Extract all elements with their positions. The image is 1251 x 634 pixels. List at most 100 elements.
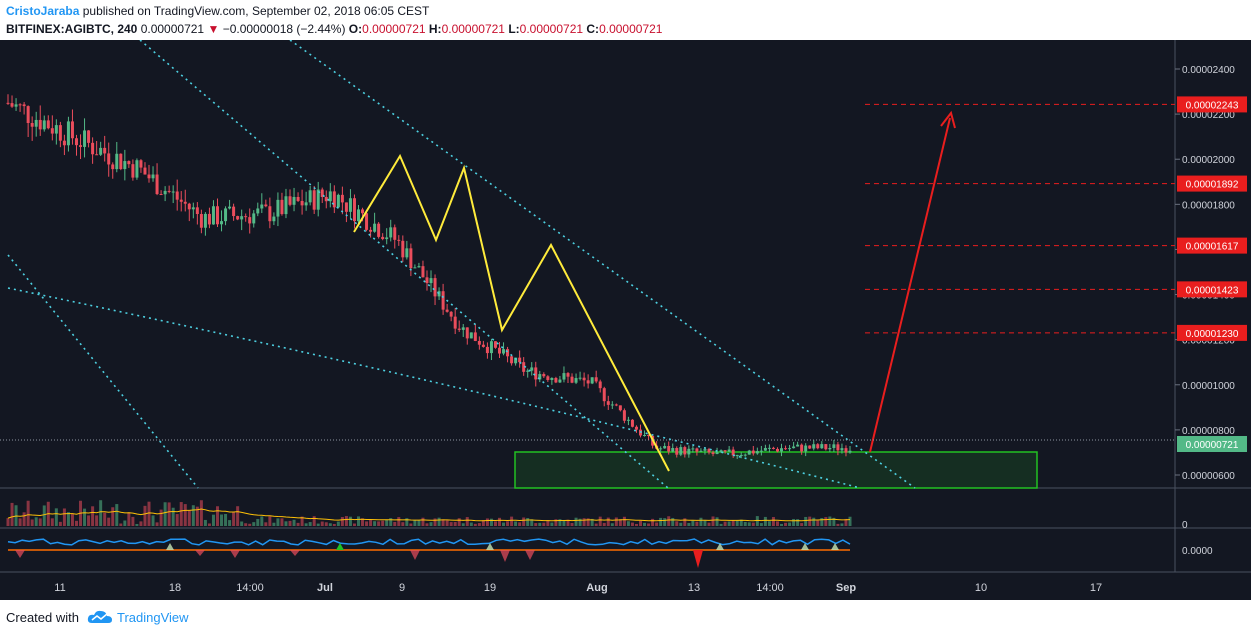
candle-body bbox=[260, 204, 264, 209]
candle-body bbox=[683, 447, 687, 455]
indicator-peak bbox=[716, 543, 724, 550]
volume-bar bbox=[103, 512, 107, 526]
candle-body bbox=[268, 206, 272, 222]
volume-bar bbox=[441, 519, 445, 526]
candle-body bbox=[103, 147, 107, 154]
tradingview-cloud-icon[interactable] bbox=[87, 608, 113, 626]
volume-bar bbox=[445, 520, 449, 526]
candle-body bbox=[252, 213, 256, 224]
volume-bar bbox=[175, 514, 179, 526]
volume-bar bbox=[248, 523, 252, 526]
candle-body bbox=[30, 123, 34, 127]
candle-body bbox=[840, 448, 844, 451]
target-level-label: 0.00001423 bbox=[1186, 285, 1239, 296]
volume-bar bbox=[74, 520, 78, 526]
candle-body bbox=[679, 447, 683, 455]
candle-body bbox=[582, 377, 586, 381]
candle-body bbox=[312, 190, 316, 210]
volume-bar bbox=[433, 518, 437, 526]
candle-body bbox=[735, 455, 739, 457]
candle-body bbox=[74, 138, 78, 146]
candle-body bbox=[788, 448, 792, 450]
projection-arrow-shaft bbox=[869, 117, 951, 453]
candle-body bbox=[328, 191, 332, 202]
price-tick-label: 0.00002400 bbox=[1182, 65, 1235, 76]
target-level-label-bg bbox=[1177, 175, 1247, 192]
candle-body bbox=[602, 388, 606, 402]
volume-moving-average bbox=[7, 508, 851, 522]
low-label: L: bbox=[508, 22, 520, 36]
volume-bar bbox=[683, 518, 687, 526]
candle-body bbox=[361, 209, 365, 214]
candle-body bbox=[489, 341, 493, 354]
candle-body bbox=[530, 367, 534, 371]
candle-body bbox=[647, 435, 651, 437]
candle-body bbox=[115, 153, 119, 170]
volume-bar bbox=[739, 519, 743, 526]
candle-body bbox=[622, 410, 626, 421]
time-tick-label: Aug bbox=[586, 582, 607, 594]
time-tick-label: 19 bbox=[484, 582, 496, 594]
candle-body bbox=[759, 450, 763, 452]
tradingview-brand-link[interactable]: TradingView bbox=[117, 610, 189, 625]
indicator-dip bbox=[500, 550, 510, 562]
current-price-label: 0.00000721 bbox=[1186, 440, 1239, 451]
volume-bar bbox=[332, 523, 336, 526]
volume-bar bbox=[514, 521, 518, 526]
candle-body bbox=[643, 435, 647, 437]
volume-bar bbox=[675, 521, 679, 526]
support-zone-box[interactable] bbox=[514, 451, 1038, 489]
channel-outer-line[interactable] bbox=[7, 254, 199, 489]
curved-support-line[interactable] bbox=[7, 287, 861, 489]
candle-body bbox=[348, 198, 352, 212]
candle-body bbox=[538, 374, 542, 380]
volume-bar bbox=[562, 519, 566, 526]
candle-body bbox=[498, 347, 502, 354]
candle-body bbox=[83, 130, 87, 147]
candle-body bbox=[288, 196, 292, 205]
volume-bar bbox=[550, 522, 554, 526]
candle-body bbox=[618, 405, 622, 411]
candle-body bbox=[264, 204, 268, 207]
candle-body bbox=[413, 267, 417, 269]
candle-body bbox=[614, 404, 618, 406]
volume-bar bbox=[127, 512, 131, 526]
candle-body bbox=[828, 447, 832, 450]
candle-body bbox=[215, 206, 219, 225]
time-tick-label: Sep bbox=[836, 582, 856, 594]
candle-body bbox=[485, 346, 489, 354]
price-chart[interactable]: 0.000024000.000022000.000020000.00001800… bbox=[0, 40, 1251, 600]
volume-bar bbox=[195, 506, 199, 526]
candle-body bbox=[191, 207, 195, 210]
symbol-name[interactable]: BITFINEX:AGIBTC, 240 bbox=[6, 22, 138, 36]
pattern-zigzag-line[interactable] bbox=[353, 153, 670, 472]
projection-arrow[interactable] bbox=[869, 110, 956, 453]
candle-body bbox=[228, 206, 232, 209]
candle-body bbox=[562, 373, 566, 380]
candle-body bbox=[715, 452, 719, 455]
volume-bar bbox=[236, 506, 240, 526]
volume-bar bbox=[518, 522, 522, 526]
candle-body bbox=[99, 147, 103, 155]
price-tick-label: 0.00001000 bbox=[1182, 381, 1235, 392]
volume-bar bbox=[187, 510, 191, 526]
channel-upper-line[interactable] bbox=[289, 40, 916, 489]
volume-bar bbox=[763, 516, 767, 526]
candle-body bbox=[340, 194, 344, 203]
author-link[interactable]: CristoJaraba bbox=[6, 4, 80, 18]
channel-lower-line[interactable] bbox=[139, 40, 669, 489]
volume-bar bbox=[421, 517, 425, 526]
price-tick-label: 0.00000600 bbox=[1182, 471, 1235, 482]
volume-bar bbox=[643, 522, 647, 526]
volume-bar bbox=[719, 523, 723, 526]
candle-body bbox=[405, 248, 409, 258]
candle-body bbox=[6, 102, 10, 104]
price-tick-label: 0.00002000 bbox=[1182, 155, 1235, 166]
candle-body bbox=[87, 130, 91, 143]
candle-body bbox=[187, 203, 191, 210]
volume-bar bbox=[610, 523, 614, 526]
volume-bar bbox=[240, 521, 244, 526]
volume-bar bbox=[437, 517, 441, 526]
candle-body bbox=[42, 120, 46, 130]
candle-body bbox=[167, 190, 171, 192]
